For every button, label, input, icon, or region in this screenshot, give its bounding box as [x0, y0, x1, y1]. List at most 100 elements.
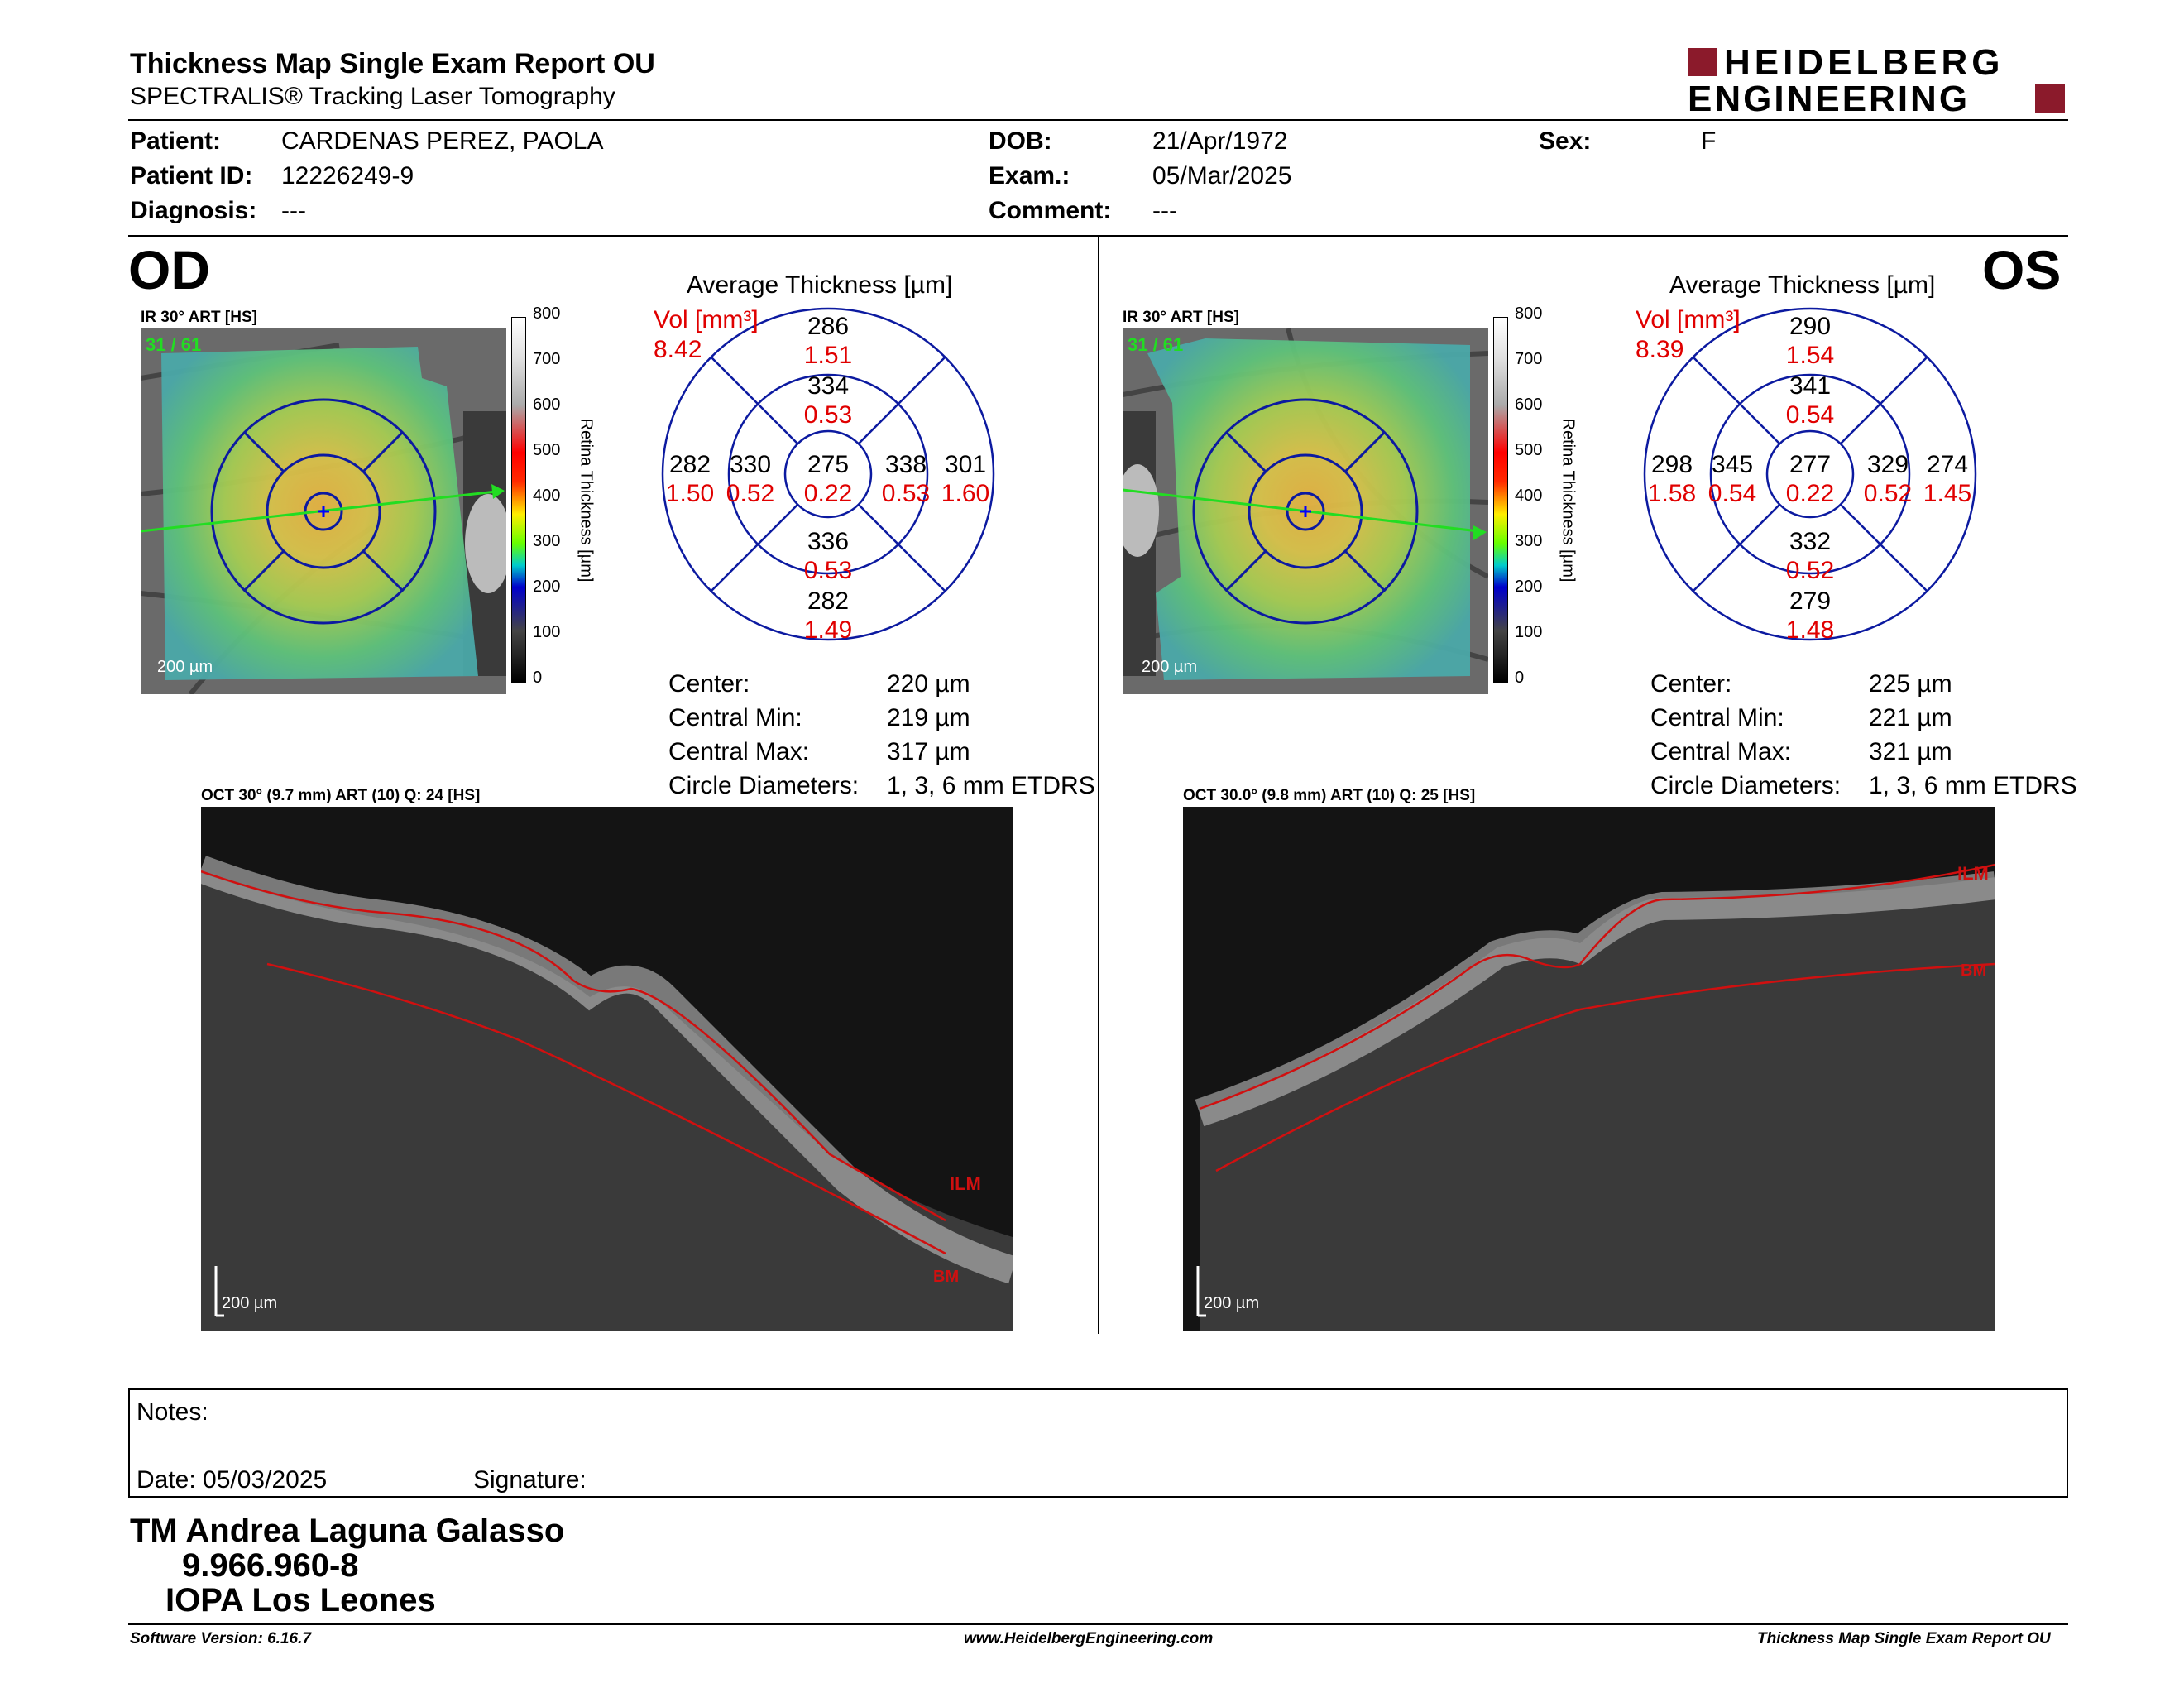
os-fundus-map [1123, 328, 1488, 694]
od-ilm-label: ILM [950, 1173, 981, 1194]
software-version: Software Version: 6.16.7 [130, 1630, 311, 1647]
heidelberg-logo: HEIDELBERG ENGINEERING [1688, 45, 2068, 117]
os-inner-sup-volume: 0.54 [1785, 401, 1835, 429]
os-etdrs-grid [1643, 307, 1977, 641]
os-ilm-label: ILM [1957, 863, 1989, 884]
patient-name: CARDENAS PEREZ, PAOLA [281, 127, 604, 155]
os-outer-inf-volume: 1.48 [1785, 616, 1835, 644]
od-inner-left-thickness: 330 [729, 451, 772, 478]
notes-box: Notes: Date: 05/03/2025 Signature: [128, 1388, 2068, 1498]
os-inner-sup-thickness: 341 [1789, 372, 1832, 400]
os-oct-bscan [1183, 807, 1995, 1331]
os-outer-right-volume: 1.45 [1923, 480, 1972, 507]
od-etdrs-grid [661, 307, 995, 641]
od-eye-label: OD [128, 239, 210, 300]
signer-id: 9.966.960-8 [182, 1547, 359, 1584]
od-outer-left-volume: 1.50 [665, 480, 715, 507]
os-inner-left-volume: 0.54 [1707, 480, 1757, 507]
sex-label: Sex: [1539, 127, 1592, 155]
os-center-thickness: 277 [1789, 451, 1832, 478]
od-central-max-label: Central Max: [668, 738, 810, 765]
os-avg-title: Average Thickness [µm] [1669, 271, 1936, 299]
od-colorbar-label: Retina Thickness [µm] [577, 418, 596, 583]
os-vol-total: 8.39 [1636, 336, 1684, 363]
od-fundus-scale: 200 µm [157, 658, 213, 676]
od-center-label: Center: [668, 670, 750, 698]
os-outer-inf-thickness: 279 [1789, 587, 1832, 615]
od-oct-bscan [201, 807, 1013, 1331]
os-ir-label: IR 30° ART [HS] [1123, 309, 1239, 326]
od-inner-sup-thickness: 334 [807, 372, 850, 400]
os-inner-inf-volume: 0.52 [1785, 557, 1835, 584]
patient-id-label: Patient ID: [130, 162, 253, 189]
od-inner-right-volume: 0.53 [881, 480, 931, 507]
od-ir-label: IR 30° ART [HS] [141, 309, 257, 326]
os-circle-diam-label: Circle Diameters: [1650, 772, 1842, 799]
dob-label: DOB: [989, 127, 1052, 155]
os-central-max-value: 321 µm [1869, 738, 1952, 765]
os-oct-scale: 200 µm [1204, 1294, 1260, 1312]
os-eye-label: OS [1982, 239, 2062, 300]
od-frames-label: 31 / 61 [146, 334, 202, 355]
od-bm-label: BM [933, 1268, 960, 1286]
od-circle-diam-label: Circle Diameters: [668, 772, 860, 799]
od-outer-right-thickness: 301 [944, 451, 987, 478]
diagnosis-label: Diagnosis: [130, 197, 257, 224]
od-outer-sup-volume: 1.51 [803, 342, 853, 369]
os-oct-label: OCT 30.0° (9.8 mm) ART (10) Q: 25 [HS] [1183, 787, 1476, 804]
od-inner-right-thickness: 338 [884, 451, 927, 478]
od-outer-right-volume: 1.60 [941, 480, 990, 507]
diagnosis-value: --- [281, 197, 306, 224]
od-center-thickness: 275 [807, 451, 850, 478]
exam-label: Exam.: [989, 162, 1070, 189]
footer-url[interactable]: www.HeidelbergEngineering.com [964, 1630, 1214, 1647]
od-circle-diam-value: 1, 3, 6 mm ETDRS [887, 772, 1095, 799]
os-outer-sup-volume: 1.54 [1785, 342, 1835, 369]
od-outer-inf-volume: 1.49 [803, 616, 853, 644]
os-inner-left-thickness: 345 [1711, 451, 1754, 478]
od-inner-inf-volume: 0.53 [803, 557, 853, 584]
os-outer-left-volume: 1.58 [1647, 480, 1697, 507]
exam-date: 05/Mar/2025 [1152, 162, 1292, 189]
os-outer-sup-thickness: 290 [1789, 313, 1832, 340]
signature-label: Signature: [473, 1466, 587, 1494]
od-avg-title: Average Thickness [µm] [687, 271, 953, 299]
od-oct-scale: 200 µm [222, 1294, 278, 1312]
comment-value: --- [1152, 197, 1177, 224]
footer-report-name: Thickness Map Single Exam Report OU [1757, 1630, 2051, 1647]
od-vol-label: Vol [mm³] [654, 306, 759, 333]
signer-institution: IOPA Los Leones [165, 1582, 436, 1618]
os-fundus-scale: 200 µm [1142, 658, 1198, 676]
os-central-max-label: Central Max: [1650, 738, 1792, 765]
comment-label: Comment: [989, 197, 1112, 224]
os-center-volume: 0.22 [1785, 480, 1835, 507]
od-colorbar [511, 317, 526, 683]
os-colorbar [1493, 317, 1508, 683]
os-central-min-value: 221 µm [1869, 704, 1952, 731]
os-inner-right-volume: 0.52 [1863, 480, 1913, 507]
od-center-volume: 0.22 [803, 480, 853, 507]
dob-value: 21/Apr/1972 [1152, 127, 1288, 155]
od-inner-inf-thickness: 336 [807, 528, 850, 555]
sex-value: F [1701, 127, 1717, 155]
od-vol-total: 8.42 [654, 336, 702, 363]
signer-name: TM Andrea Laguna Galasso [130, 1513, 565, 1549]
notes-date: Date: 05/03/2025 [136, 1466, 328, 1494]
patient-label: Patient: [130, 127, 222, 155]
report-title: Thickness Map Single Exam Report OU [130, 48, 655, 79]
os-colorbar-label: Retina Thickness [µm] [1559, 418, 1578, 583]
od-colorbar-ticks: 800 700 600 500 400 300 200 100 0 [533, 305, 561, 687]
os-colorbar-ticks: 800 700 600 500 400 300 200 100 0 [1515, 305, 1543, 687]
os-center-label: Center: [1650, 670, 1732, 698]
od-fundus-map [141, 328, 506, 694]
od-inner-left-volume: 0.52 [726, 480, 775, 507]
od-outer-sup-thickness: 286 [807, 313, 850, 340]
od-center-value: 220 µm [887, 670, 970, 698]
os-central-min-label: Central Min: [1650, 704, 1784, 731]
od-oct-label: OCT 30° (9.7 mm) ART (10) Q: 24 [HS] [201, 787, 481, 804]
os-outer-right-thickness: 274 [1926, 451, 1969, 478]
od-inner-sup-volume: 0.53 [803, 401, 853, 429]
os-vol-label: Vol [mm³] [1636, 306, 1741, 333]
od-central-min-value: 219 µm [887, 704, 970, 731]
os-bm-label: BM [1961, 961, 1987, 980]
